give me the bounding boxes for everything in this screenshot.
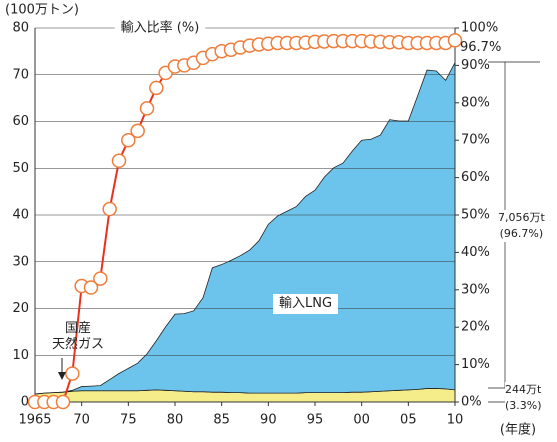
y2-tick-label: 10%: [461, 357, 490, 372]
x-tick-label: 80: [167, 413, 184, 428]
y-axis-label: (100万トン): [5, 3, 79, 18]
ratio-marker: [111, 153, 127, 169]
y2-tick-label: 0%: [461, 395, 482, 410]
y2-tick-label: 80%: [461, 95, 490, 110]
x-tick-label: 10: [447, 413, 464, 428]
y2-tick-label: 20%: [461, 320, 490, 335]
arrow-head: [58, 372, 66, 380]
ratio-end-label: 96.7%: [460, 40, 502, 55]
y2-tick-label: 40%: [461, 245, 490, 260]
y-tick-label: 80: [12, 21, 29, 36]
y-tick-label: 30: [12, 254, 29, 269]
ratio-marker: [139, 101, 155, 116]
ratio-marker: [83, 280, 99, 295]
x-tick-label: 95: [307, 413, 324, 428]
ratio-marker: [149, 80, 164, 96]
title-bg: [114, 18, 206, 37]
x-tick-label: 1965: [18, 413, 51, 428]
domestic-total-note: 244万t (3.3%): [505, 382, 542, 414]
y2-tick-label: 50%: [461, 208, 490, 223]
y-tick-label: 0: [21, 395, 29, 410]
y2-tick-label: 100%: [461, 21, 498, 36]
y2-tick-label: 30%: [461, 282, 490, 297]
domestic-label: 国産 天然ガス: [51, 321, 104, 352]
x-tick-label: 05: [400, 413, 417, 428]
y2-tick-label: 70%: [461, 133, 490, 148]
ratio-marker: [121, 132, 136, 148]
y-tick-label: 40: [12, 208, 29, 223]
y-tick-label: 60: [12, 114, 29, 129]
ratio-marker: [65, 366, 80, 381]
series-title: 輸入比率 (%): [121, 20, 200, 36]
y-tick-label: 10: [12, 348, 29, 363]
y-tick-label: 70: [12, 67, 29, 82]
x-tick-label: 70: [73, 413, 90, 428]
x-axis-label: (年度): [500, 422, 536, 438]
ratio-marker: [55, 394, 71, 410]
ratio-marker: [447, 33, 463, 48]
ratio-marker: [93, 271, 108, 286]
x-tick-label: 85: [213, 413, 230, 428]
y-tick-label: 50: [12, 161, 29, 176]
x-tick-label: 00: [353, 413, 370, 428]
x-tick-label: 75: [120, 413, 137, 428]
y2-tick-label: 90%: [461, 58, 490, 73]
lng-label: 輸入LNG: [273, 294, 339, 314]
ratio-marker: [130, 123, 145, 139]
x-tick-label: 90: [260, 413, 277, 428]
y2-tick-label: 60%: [461, 170, 490, 185]
lng-total-note: 7,056万t (96.7%): [498, 210, 545, 242]
ratio-marker: [102, 201, 117, 217]
y-tick-label: 20: [12, 301, 29, 316]
